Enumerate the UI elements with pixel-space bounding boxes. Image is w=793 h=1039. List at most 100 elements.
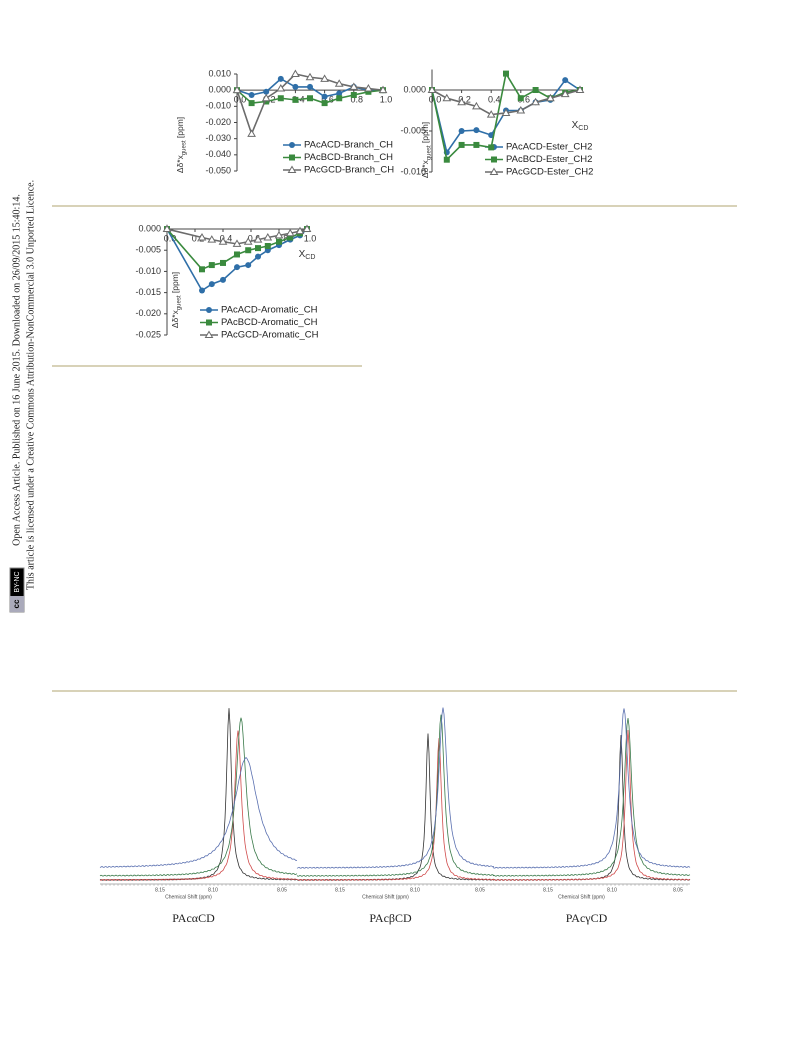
- x-tick-label: 0.4: [220, 233, 233, 243]
- y-label-unit: [ppm]: [170, 272, 180, 296]
- spectrum-axis-label: Chemical Shift (ppm): [362, 894, 409, 900]
- spectrum-trace: [99, 708, 298, 881]
- marker: [334, 79, 344, 87]
- spectrum-panel: 8.15 8.10 8.05 Chemical Shift (ppm) PAcβCD: [296, 707, 495, 925]
- chart: 0.010 0.000 -0.010 -0.020 -0.030 -0.040 -0.050…: [175, 68, 394, 175]
- marker: [243, 237, 253, 245]
- marker: [307, 83, 313, 90]
- spectrum-axis-label: Chemical Shift (ppm): [558, 894, 605, 900]
- marker: [321, 100, 328, 107]
- marker: [365, 88, 372, 95]
- x-tick-label: 0.8: [276, 233, 289, 243]
- marker: [199, 287, 205, 294]
- marker: [208, 281, 215, 288]
- spectrum-tick-label: 8.10: [410, 887, 420, 893]
- marker: [234, 251, 240, 258]
- x-tick-label: 0.8: [351, 95, 364, 105]
- marker: [261, 93, 271, 102]
- spectrum-trace: [296, 714, 495, 877]
- y-tick-label: -0.025: [135, 329, 161, 339]
- y-tick-label: -0.005: [135, 245, 161, 255]
- x-tick-label: 1.0: [304, 233, 317, 243]
- legend-label: PAcBCD-Aromatic_CH: [221, 317, 318, 328]
- marker: [473, 141, 480, 148]
- marker: [287, 234, 294, 241]
- marker: [305, 72, 315, 81]
- x-axis-label: XCD: [299, 249, 316, 261]
- y-tick-label: -0.010: [400, 166, 426, 176]
- legend-marker: [206, 319, 212, 326]
- marker: [302, 224, 312, 233]
- spectrum-tick-label: 8.15: [155, 887, 165, 893]
- y-tick-label: -0.015: [135, 287, 161, 297]
- spectrum-tick-label: 8.15: [543, 887, 553, 893]
- x-label-main: X: [572, 120, 579, 131]
- legend-label: PAcBCD-Branch_CH: [304, 152, 393, 163]
- marker: [220, 259, 226, 266]
- marker: [292, 83, 299, 90]
- marker: [295, 226, 305, 235]
- marker: [263, 98, 270, 105]
- y-tick-label: 0.000: [403, 84, 426, 94]
- marker: [532, 87, 539, 93]
- marker: [457, 97, 466, 106]
- marker: [442, 93, 452, 102]
- marker: [336, 95, 343, 102]
- y-label-sub: guest: [181, 140, 187, 155]
- badge-icon: cc: [12, 599, 21, 608]
- y-tick-label: -0.020: [135, 308, 161, 318]
- marker: [531, 97, 540, 106]
- marker: [220, 276, 226, 283]
- spectrum-tick-label: 8.05: [277, 887, 287, 893]
- legend-marker: [489, 167, 499, 175]
- x-label-sub: CD: [305, 254, 315, 261]
- marker: [350, 92, 357, 99]
- spectrum-tick-label: 8.10: [208, 887, 218, 893]
- chart: 0.000 -0.005 -0.010 -0.015 -0.020 -0.025 0.0 0.…: [135, 223, 318, 340]
- marker: [560, 89, 570, 98]
- y-tick-label: -0.040: [205, 149, 231, 159]
- y-tick-label: 0.000: [138, 223, 161, 233]
- y-label-main: Δδ*x: [420, 159, 430, 178]
- marker: [277, 75, 284, 82]
- x-tick-label: 0.6: [248, 233, 261, 243]
- spectrum-caption: PAcβCD: [369, 911, 412, 925]
- legend-marker: [289, 154, 295, 161]
- marker: [255, 253, 261, 260]
- x-axis-label: XCD: [572, 120, 589, 132]
- spectrum-caption: PAcαCD: [172, 911, 215, 925]
- legend-marker: [491, 156, 497, 163]
- y-label-main: Δδ*x: [170, 309, 180, 328]
- marker: [546, 93, 555, 102]
- y-axis-label: Δδ*xguest [ppm]: [420, 122, 432, 178]
- legend-marker: [287, 165, 297, 173]
- marker: [247, 129, 256, 137]
- marker: [378, 85, 388, 94]
- marker: [276, 84, 286, 92]
- legend-label: PAcACD-Ester_CH2: [506, 142, 592, 153]
- marker: [307, 95, 313, 102]
- spectrum-trace: [492, 729, 691, 881]
- marker: [199, 266, 205, 273]
- y-label-unit: [ppm]: [420, 122, 430, 146]
- y-tick-label: 0.010: [208, 68, 231, 78]
- marker: [197, 233, 207, 241]
- side-line: Open Access Article. Published on 16 Jun…: [11, 194, 22, 546]
- spectrum-tick-label: 8.05: [475, 887, 485, 893]
- marker: [443, 156, 450, 163]
- x-tick-label: 0.0: [164, 233, 177, 243]
- marker: [516, 106, 526, 114]
- marker: [562, 77, 569, 84]
- spectrum-trace: [492, 708, 691, 869]
- x-tick-label: 0.6: [321, 95, 334, 105]
- marker: [472, 101, 481, 110]
- marker: [232, 239, 242, 247]
- y-tick-label: -0.010: [205, 101, 231, 111]
- marker: [292, 96, 299, 103]
- marker: [208, 262, 215, 269]
- badge-text: BY-NC: [14, 571, 21, 592]
- marker: [285, 228, 295, 237]
- marker: [274, 230, 284, 239]
- x-tick-label: 1.0: [380, 95, 393, 105]
